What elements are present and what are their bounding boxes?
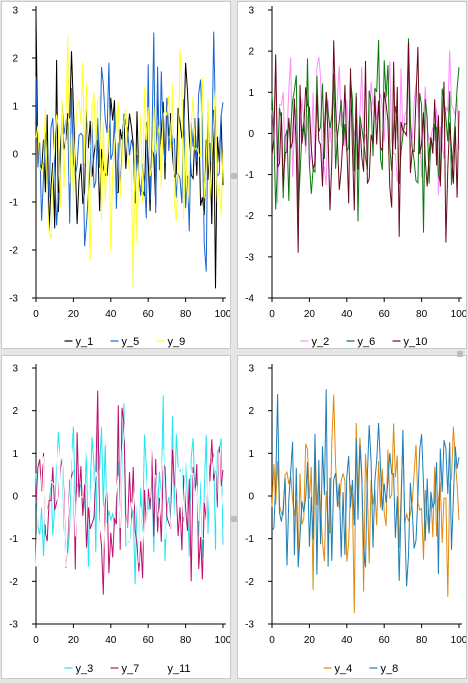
legend-label: y_7 [122,663,140,675]
y-tick-label: 2 [248,47,254,58]
y-tick-label: -1 [245,170,254,181]
y-tick-label: 0 [248,129,254,140]
line-chart-y3-y7-y11: -3 -2 -1 0 1 2 3 0 20 40 60 80 100 y_3 y_7 y_11 [9,364,232,676]
y-tick-label: 1 [12,449,18,460]
x-tick-label: 40 [341,309,353,320]
legend-label: y_6 [358,336,376,348]
legend-label: y_2 [312,336,330,348]
legend-label: y_3 [76,663,94,675]
line-chart-y2-y6-y10: -4 -3 -2 -1 0 1 2 3 0 20 40 60 80 100 y_2 y_6 y_10 [245,6,468,349]
y-tick-label: -2 [9,577,18,588]
y-tick-label: 1 [248,88,254,99]
chart-panel-4: -3 -2 -1 0 1 2 3 0 20 40 60 80 100 y_4 y_8 [237,355,468,679]
x-tick-label: 40 [105,635,117,646]
x-tick-label: 40 [341,635,353,646]
y-tick-label: -1 [9,534,18,545]
y-tick-label: -3 [245,620,254,631]
x-tick-label: 20 [304,309,316,320]
y-tick-label: 0 [12,492,18,503]
x-tick-label: 60 [379,309,391,320]
y-tick-label: 1 [248,449,254,460]
legend-label: y_5 [122,336,140,348]
x-tick-label: 80 [416,309,428,320]
series-line-y6 [271,38,460,233]
series-line-y8 [271,389,460,587]
x-tick-label: 20 [68,309,80,320]
x-tick-label: 40 [105,309,117,320]
x-tick-label: 0 [33,635,39,646]
y-tick-label: 1 [12,102,18,113]
y-tick-label: -2 [9,246,18,257]
y-tick-label: -1 [9,198,18,209]
chart-panel-3: -3 -2 -1 0 1 2 3 0 20 40 60 80 100 y_3 y_7 y_11 [1,355,232,679]
y-tick-label: 2 [248,406,254,417]
x-tick-label: 80 [180,309,192,320]
x-tick-label: 0 [269,635,275,646]
y-tick-label: -3 [245,252,254,263]
x-tick-label: 0 [33,309,39,320]
x-tick-label: 20 [68,635,80,646]
y-tick-label: 2 [12,406,18,417]
legend-label: y_9 [168,336,186,348]
y-tick-label: 0 [12,150,18,161]
line-chart-y4-y8: -3 -2 -1 0 1 2 3 0 20 40 60 80 100 y_4 y_8 [245,364,468,676]
series-line-y5 [35,31,224,272]
x-tick-label: 60 [379,635,391,646]
y-tick-label: 0 [248,492,254,503]
x-tick-label: 100 [451,635,466,646]
x-tick-label: 100 [451,309,466,320]
legend-label: y_10 [404,336,428,348]
y-tick-label: -1 [245,534,254,545]
x-tick-label: 60 [143,309,155,320]
y-tick-label: 3 [12,364,18,375]
chart-panel-2: -4 -3 -2 -1 0 1 2 3 0 20 40 60 80 100 y_2 y_6 y_10 [237,1,468,349]
x-tick-label: 80 [416,635,428,646]
x-tick-label: 80 [180,635,192,646]
series-line-y4 [271,394,460,614]
y-tick-label: 3 [12,6,18,17]
legend-label: y_8 [381,663,399,675]
y-tick-label: 2 [12,54,18,65]
series-line-y11 [35,410,224,590]
y-tick-label: -2 [245,211,254,222]
series-line-y9 [35,36,224,288]
legend-label: y_11 [168,663,191,675]
splitter-handle-bottom[interactable] [231,516,237,522]
x-tick-label: 60 [143,635,155,646]
line-chart-y1-y5-y9: -3 -2 -1 0 1 2 3 0 20 40 60 80 100 y_1 y_5 y_9 [9,6,232,349]
legend-label: y_1 [76,336,94,348]
y-tick-label: 3 [248,6,254,17]
x-tick-label: 20 [304,635,316,646]
y-tick-label: -3 [9,620,18,631]
legend-label: y_4 [335,663,353,675]
x-tick-label: 0 [269,309,275,320]
y-tick-label: 3 [248,364,254,375]
chart-panel-1: -3 -2 -1 0 1 2 3 0 20 40 60 80 100 y_1 y_5 y_9 [1,1,232,349]
y-tick-label: -4 [245,294,254,305]
x-tick-label: 100 [215,309,230,320]
splitter-handle-top[interactable] [231,173,237,179]
y-tick-label: -3 [9,294,18,305]
y-tick-label: -2 [245,577,254,588]
x-tick-label: 100 [215,635,230,646]
series-line-y10 [271,40,460,253]
splitter-handle-horizontal[interactable] [457,351,463,357]
